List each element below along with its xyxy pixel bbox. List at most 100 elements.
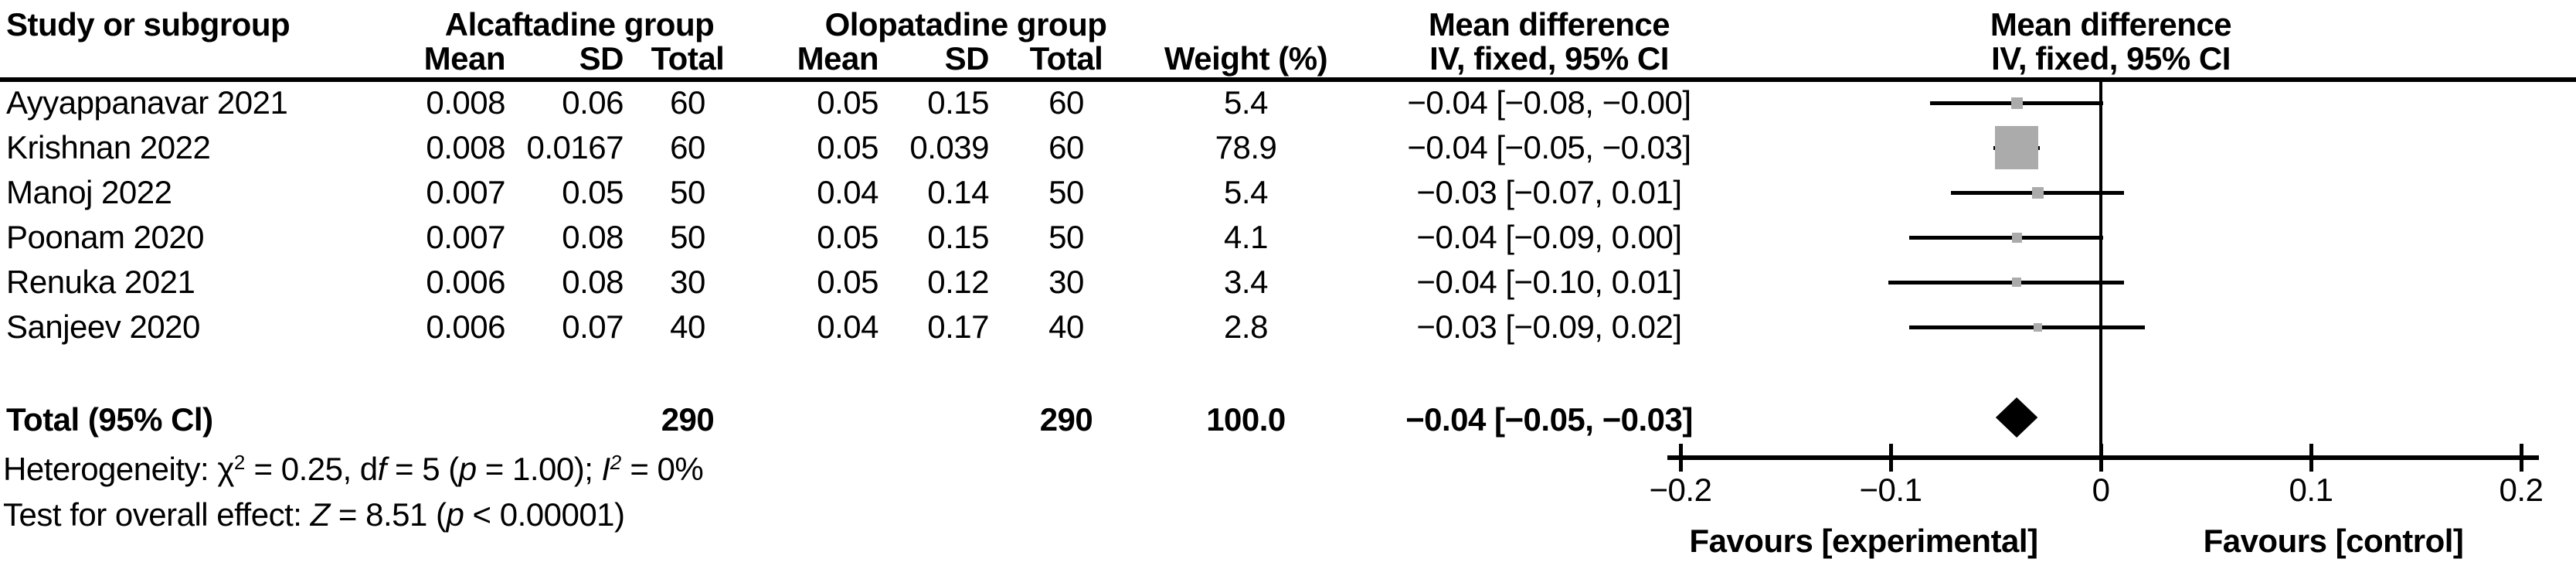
alc-mean: 0.008 <box>426 129 505 165</box>
favours-experimental-label: Favours [experimental] <box>1689 523 2038 559</box>
axis-tick <box>1889 444 1893 472</box>
column-header-mean-difference-plot: Mean difference <box>1990 6 2232 43</box>
table-row: Poonam 2020 0.007 0.08 50 0.05 0.15 50 4… <box>0 215 1735 260</box>
column-header-alcaftadine-group: Alcaftadine group <box>444 6 715 43</box>
olo-sd: 0.17 <box>927 308 989 345</box>
study-name: Renuka 2021 <box>6 264 195 300</box>
md-ci-value: −0.04 [−0.10, 0.01] <box>1416 264 1682 300</box>
subheader-olo-sd: SD <box>944 40 990 77</box>
subheader-olo-total: Total <box>1029 40 1103 77</box>
alc-mean: 0.007 <box>426 174 505 210</box>
study-name: Ayyappanavar 2021 <box>6 84 288 121</box>
weight-square <box>2011 232 2022 243</box>
total-olo-n: 290 <box>1039 401 1093 438</box>
olo-mean: 0.05 <box>817 219 878 255</box>
alc-sd: 0.05 <box>562 174 624 210</box>
weight-value: 5.4 <box>1224 174 1268 210</box>
axis-tick <box>2099 444 2103 472</box>
axis-tick <box>2309 444 2313 472</box>
total-row: Total (95% Cl) 290 290 100.0 −0.04 [−0.0… <box>0 397 1735 442</box>
subheader-alc-mean: Mean <box>423 40 506 77</box>
column-header-mean-difference-text: Mean difference <box>1428 6 1670 43</box>
axis-tick-label: 0.2 <box>2499 472 2544 508</box>
study-name: Krishnan 2022 <box>6 129 211 165</box>
subheader-iv-fixed-plot: IV, fixed, 95% CI <box>1991 40 2231 77</box>
alc-total: 40 <box>670 308 705 345</box>
olo-total: 50 <box>1048 219 1084 255</box>
favours-control-label: Favours [control] <box>2203 523 2464 559</box>
axis-tick-label: −0.2 <box>1649 472 1712 508</box>
overall-effect-line: Test for overall effect: Z = 8.51 (p < 0… <box>3 496 625 533</box>
weight-value: 5.4 <box>1224 84 1268 121</box>
olo-total: 50 <box>1048 174 1084 210</box>
axis-tick-label: −0.1 <box>1859 472 1922 508</box>
olo-sd: 0.15 <box>927 84 989 121</box>
weight-value: 2.8 <box>1224 308 1268 345</box>
x-axis-line <box>1667 455 2539 460</box>
md-ci-value: −0.03 [−0.07, 0.01] <box>1416 174 1682 210</box>
total-alc-n: 290 <box>661 401 715 438</box>
weight-square <box>1995 126 2039 169</box>
subheader-iv-fixed-text: IV, fixed, 95% CI <box>1429 40 1669 77</box>
weight-value: 78.9 <box>1215 129 1277 165</box>
alc-sd: 0.07 <box>562 308 624 345</box>
header-separator-line <box>0 77 2576 82</box>
axis-tick-label: 0 <box>2092 472 2110 508</box>
subheader-olo-mean: Mean <box>797 40 879 77</box>
olo-mean: 0.05 <box>817 129 878 165</box>
subheader-alc-total: Total <box>651 40 725 77</box>
olo-mean: 0.05 <box>817 264 878 300</box>
summary-diamond <box>1995 397 2038 438</box>
subheader-weight: Weight (%) <box>1164 40 1328 77</box>
weight-square <box>2010 97 2023 109</box>
study-name: Poonam 2020 <box>6 219 205 255</box>
olo-mean: 0.04 <box>817 308 878 345</box>
axis-tick <box>1679 444 1683 472</box>
weight-square <box>2031 186 2044 199</box>
table-row: Krishnan 2022 0.008 0.0167 60 0.05 0.039… <box>0 125 1735 170</box>
weight-value: 3.4 <box>1224 264 1268 300</box>
alc-total: 60 <box>670 84 705 121</box>
zero-reference-line <box>2099 82 2102 458</box>
olo-total: 40 <box>1048 308 1084 345</box>
alc-mean: 0.007 <box>426 219 505 255</box>
weight-value: 4.1 <box>1224 219 1268 255</box>
alc-mean: 0.006 <box>426 308 505 345</box>
alc-total: 50 <box>670 219 705 255</box>
subheader-alc-sd: SD <box>579 40 624 77</box>
table-row: Renuka 2021 0.006 0.08 30 0.05 0.12 30 3… <box>0 260 1735 305</box>
olo-total: 60 <box>1048 129 1084 165</box>
heterogeneity-line: Heterogeneity: χ2 = 0.25, df = 5 (p = 1.… <box>3 451 704 487</box>
total-md-ci: −0.04 [−0.05, −0.03] <box>1405 401 1693 438</box>
alc-total: 60 <box>670 129 705 165</box>
md-ci-value: −0.03 [−0.09, 0.02] <box>1416 308 1682 345</box>
ci-line <box>1888 281 2125 284</box>
md-ci-value: −0.04 [−0.08, −0.00] <box>1407 84 1691 121</box>
olo-mean: 0.05 <box>817 84 878 121</box>
olo-sd: 0.14 <box>927 174 989 210</box>
alc-sd: 0.06 <box>562 84 624 121</box>
olo-total: 60 <box>1048 84 1084 121</box>
alc-mean: 0.008 <box>426 84 505 121</box>
alc-mean: 0.006 <box>426 264 505 300</box>
ci-line <box>1909 236 2103 240</box>
weight-square <box>2033 322 2042 332</box>
olo-mean: 0.04 <box>817 174 878 210</box>
axis-tick-label: 0.1 <box>2289 472 2333 508</box>
alc-sd: 0.08 <box>562 219 624 255</box>
alc-total: 50 <box>670 174 705 210</box>
total-label: Total (95% Cl) <box>6 401 213 438</box>
ci-line <box>1909 325 2146 329</box>
axis-tick <box>2520 444 2523 472</box>
olo-sd: 0.039 <box>909 129 989 165</box>
weight-square <box>2012 278 2022 287</box>
table-row: Manoj 2022 0.007 0.05 50 0.04 0.14 50 5.… <box>0 170 1735 215</box>
column-subheader-row: Mean SD Total Mean SD Total Weight (%) I… <box>0 40 1735 77</box>
table-row: Sanjeev 2020 0.006 0.07 40 0.04 0.17 40 … <box>0 305 1735 349</box>
alc-sd: 0.0167 <box>526 129 624 165</box>
study-name: Manoj 2022 <box>6 174 172 210</box>
alc-sd: 0.08 <box>562 264 624 300</box>
total-weight: 100.0 <box>1206 401 1286 438</box>
md-ci-value: −0.04 [−0.05, −0.03] <box>1407 129 1691 165</box>
